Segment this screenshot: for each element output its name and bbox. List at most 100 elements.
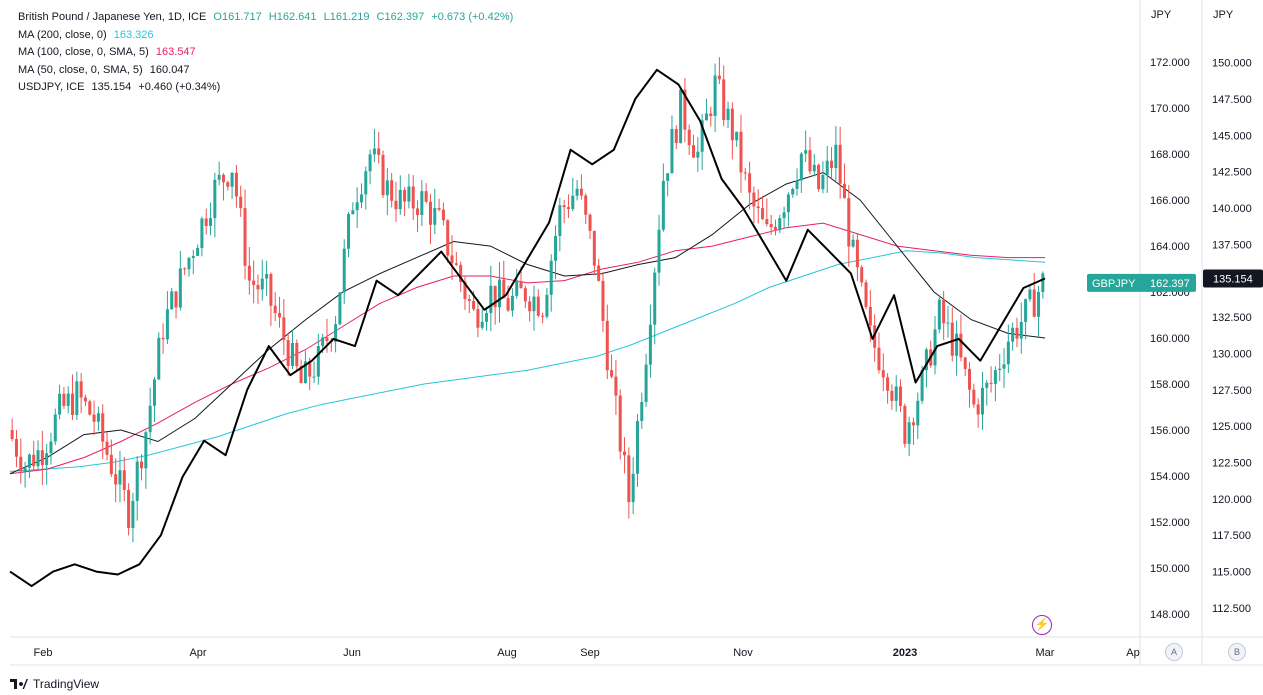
candle-body (200, 218, 204, 248)
scale-b-button[interactable]: B (1228, 643, 1246, 661)
ma-line (9, 222, 1045, 475)
legend-ma50-value: 160.047 (149, 63, 190, 76)
legend-ma200[interactable]: MA (200, close, 0) 163.326 (18, 27, 517, 45)
candle-body (209, 218, 213, 226)
candle-body (196, 247, 200, 256)
candle-body (571, 195, 575, 210)
candle-body (985, 382, 989, 388)
candle-body (735, 131, 739, 141)
candle-body (321, 337, 325, 347)
candle-body (519, 281, 523, 289)
candle-body (1041, 273, 1045, 293)
candle-body (830, 160, 834, 169)
candle-body (96, 413, 100, 422)
candle-body (325, 337, 329, 342)
legend-ma50[interactable]: MA (50, close, 0, SMA, 5) 160.047 (18, 62, 517, 80)
candle-body (140, 461, 144, 469)
candle-body (903, 405, 907, 444)
candle-body (687, 129, 691, 146)
candle-body (769, 223, 773, 228)
candle-body (32, 454, 36, 467)
footer[interactable]: TradingView (10, 673, 99, 695)
candle-body (623, 451, 627, 456)
candle-body (881, 370, 885, 378)
candle-body (148, 405, 152, 433)
left-tick-label: 152.000 (1150, 517, 1190, 529)
usdjpy-price-label (1203, 269, 1263, 288)
candle-body (549, 260, 553, 295)
candle-body (10, 430, 14, 440)
candle-body (588, 214, 592, 231)
left-tick-label: 164.000 (1150, 241, 1190, 253)
candle-body (174, 291, 178, 308)
candle-body (868, 306, 872, 326)
candle-body (239, 196, 243, 209)
chart-legend: British Pound / Japanese Yen, 1D, ICE O1… (18, 9, 517, 97)
candle-body (53, 414, 57, 442)
legend-main-series[interactable]: British Pound / Japanese Yen, 1D, ICE O1… (18, 9, 517, 27)
candle-body (795, 180, 799, 189)
candle-body (756, 206, 760, 209)
right-tick-label: 127.500 (1212, 385, 1252, 397)
candle-body (808, 150, 812, 172)
candle-body (515, 281, 519, 296)
candle-body (791, 188, 795, 195)
time-tick-label: Jun (343, 647, 361, 659)
candle-body (890, 390, 894, 401)
candle-body (778, 218, 782, 231)
legend-ma100-label: MA (100, close, 0, SMA, 5) (18, 46, 149, 58)
legend-usdjpy-label: USDJPY, ICE (18, 81, 85, 93)
right-price-axis[interactable]: JPY 112.500 115.000 117.500 120.000 122.500 12… (1212, 9, 1252, 615)
candle-body (562, 205, 566, 208)
candle-body (817, 164, 821, 190)
candle-body (377, 148, 381, 155)
time-tick-label: Ap (1126, 647, 1139, 659)
candle-body (631, 473, 635, 503)
candle-body (786, 194, 790, 213)
candle-body (467, 299, 471, 301)
time-axis[interactable]: Feb Apr Jun Aug Sep Nov 2023 Mar Ap (34, 647, 1140, 659)
left-price-axis[interactable]: JPY 148.000 150.000 152.000 154.000 156.000 15… (1150, 9, 1190, 621)
candle-body (334, 324, 338, 342)
legend-ma200-value: 163.326 (113, 28, 154, 41)
candle-body (502, 279, 506, 299)
candle-body (372, 148, 376, 155)
candle-body (605, 320, 609, 371)
candle-body (178, 268, 182, 308)
candle-body (980, 387, 984, 415)
candle-body (204, 218, 208, 226)
candle-body (851, 239, 855, 247)
right-tick-label: 142.500 (1212, 167, 1252, 179)
candle-body (416, 208, 420, 216)
legend-ma100[interactable]: MA (100, close, 0, SMA, 5) 163.547 (18, 44, 517, 62)
candle-body (545, 294, 549, 317)
left-tick-label: 150.000 (1150, 563, 1190, 575)
candlestick-series (10, 57, 1045, 543)
candle-body (799, 153, 803, 181)
flash-icon[interactable]: ⚡ (1032, 615, 1052, 635)
candle-body (286, 340, 290, 367)
usdjpy-line (9, 68, 1046, 588)
candle-body (83, 397, 87, 402)
candle-body (36, 450, 40, 467)
candle-body (23, 467, 27, 472)
candle-body (972, 389, 976, 405)
candle-body (316, 346, 320, 377)
auto-scale-button[interactable]: A (1165, 643, 1183, 661)
legend-usdjpy[interactable]: USDJPY, ICE 135.154 +0.460 (+0.34%) (18, 79, 517, 97)
candle-body (692, 145, 696, 158)
candle-body (312, 376, 316, 378)
candle-body (812, 164, 816, 172)
candle-body (821, 174, 825, 190)
candle-body (355, 202, 359, 211)
candle-body (118, 470, 122, 485)
candle-body (398, 189, 402, 210)
candle-body (640, 401, 644, 421)
candle-body (860, 267, 864, 283)
right-tick-label: 137.500 (1212, 239, 1252, 251)
candle-body (342, 248, 346, 293)
candle-body (338, 292, 342, 325)
time-tick-label: 2023 (893, 647, 917, 659)
candle-body (282, 317, 286, 341)
